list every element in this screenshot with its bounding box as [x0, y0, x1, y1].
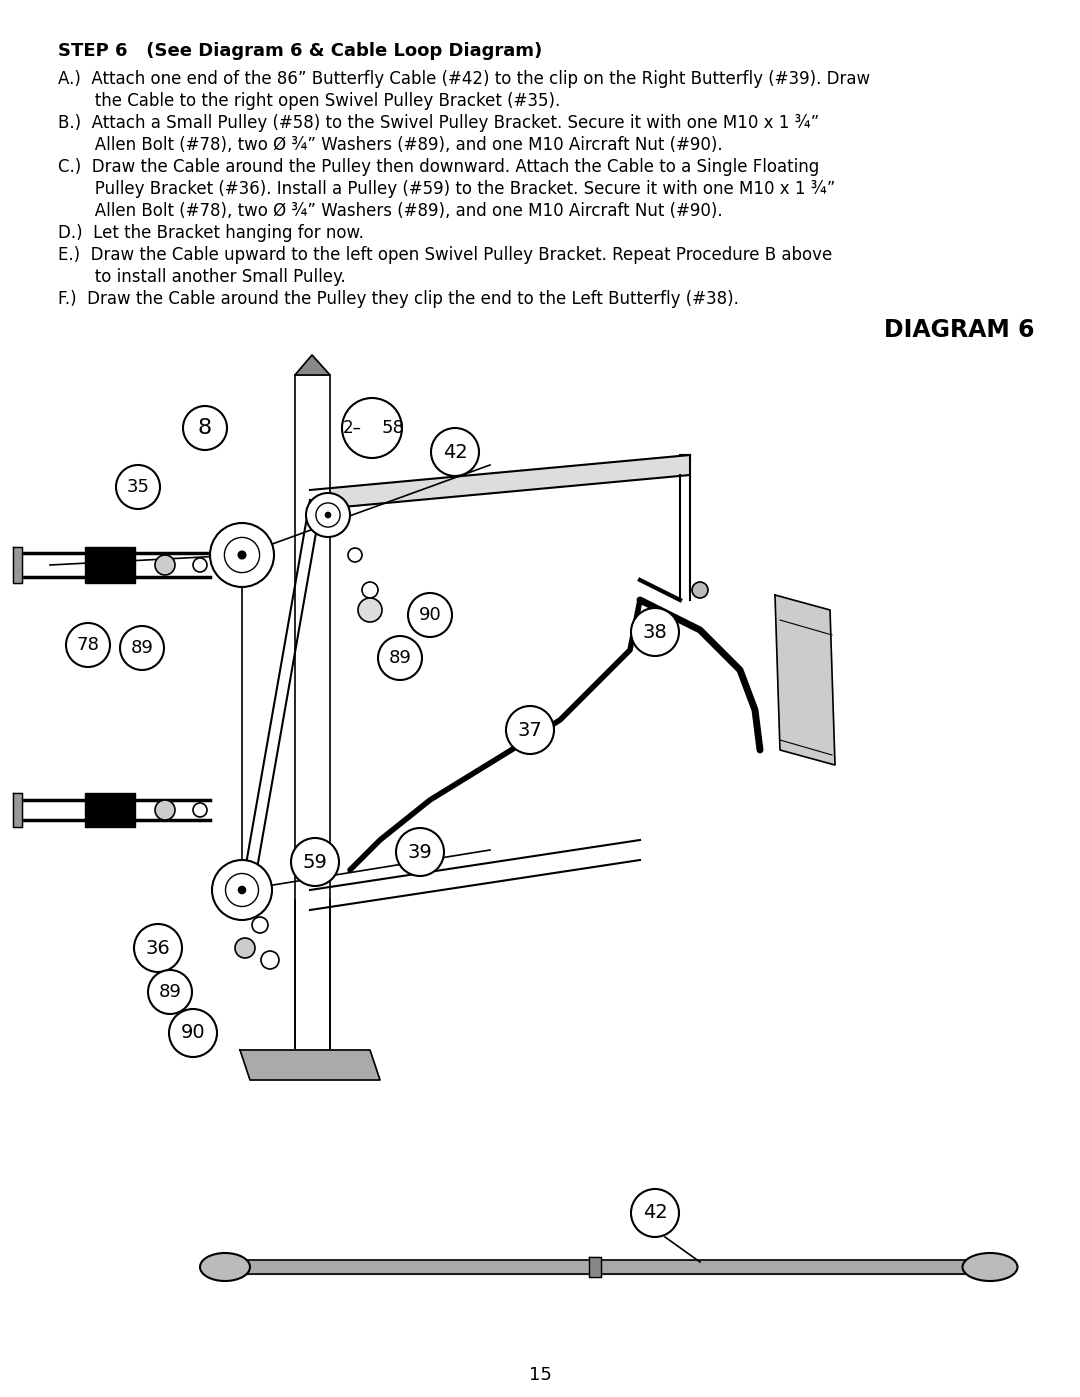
- Text: 15: 15: [528, 1366, 552, 1384]
- Text: the Cable to the right open Swivel Pulley Bracket (#35).: the Cable to the right open Swivel Pulle…: [58, 92, 561, 110]
- Circle shape: [183, 407, 227, 450]
- Text: 90: 90: [180, 1024, 205, 1042]
- Text: DIAGRAM 6: DIAGRAM 6: [885, 319, 1035, 342]
- Polygon shape: [775, 595, 835, 766]
- Circle shape: [168, 1009, 217, 1058]
- Text: STEP 6   (See Diagram 6 & Cable Loop Diagram): STEP 6 (See Diagram 6 & Cable Loop Diagr…: [58, 42, 542, 60]
- Circle shape: [193, 557, 207, 571]
- Circle shape: [408, 592, 453, 637]
- Circle shape: [210, 522, 274, 587]
- Text: to install another Small Pulley.: to install another Small Pulley.: [58, 268, 346, 286]
- Circle shape: [631, 608, 679, 657]
- Circle shape: [148, 970, 192, 1014]
- Circle shape: [306, 493, 350, 536]
- Polygon shape: [13, 548, 22, 583]
- Circle shape: [116, 465, 160, 509]
- Text: 42: 42: [643, 1203, 667, 1222]
- Circle shape: [193, 803, 207, 817]
- Text: 37: 37: [517, 721, 542, 739]
- Text: F.)  Draw the Cable around the Pulley they clip the end to the Left Butterfly (#: F.) Draw the Cable around the Pulley the…: [58, 291, 739, 307]
- Text: 90: 90: [419, 606, 442, 624]
- Circle shape: [507, 705, 554, 754]
- Polygon shape: [310, 455, 690, 510]
- Circle shape: [66, 623, 110, 666]
- Circle shape: [120, 626, 164, 671]
- Polygon shape: [85, 793, 135, 827]
- Bar: [295, 374, 330, 1051]
- Circle shape: [212, 861, 272, 921]
- Text: 89: 89: [389, 650, 411, 666]
- Text: 38: 38: [643, 623, 667, 641]
- Circle shape: [357, 598, 382, 622]
- Text: E.)  Draw the Cable upward to the left open Swivel Pulley Bracket. Repeat Proced: E.) Draw the Cable upward to the left op…: [58, 246, 833, 264]
- Text: 89: 89: [131, 638, 153, 657]
- Circle shape: [134, 923, 183, 972]
- Polygon shape: [240, 1051, 380, 1080]
- Text: Allen Bolt (#78), two Ø ¾” Washers (#89), and one M10 Aircraft Nut (#90).: Allen Bolt (#78), two Ø ¾” Washers (#89)…: [58, 203, 723, 219]
- Polygon shape: [295, 355, 330, 374]
- Text: 42: 42: [443, 443, 468, 461]
- Text: 59: 59: [302, 852, 327, 872]
- Text: 2–: 2–: [343, 419, 362, 437]
- Text: 89: 89: [159, 983, 181, 1002]
- Circle shape: [692, 583, 708, 598]
- Circle shape: [325, 513, 330, 518]
- Circle shape: [156, 800, 175, 820]
- Text: 35: 35: [126, 478, 149, 496]
- Text: D.)  Let the Bracket hanging for now.: D.) Let the Bracket hanging for now.: [58, 224, 364, 242]
- Text: C.)  Draw the Cable around the Pulley then downward. Attach the Cable to a Singl: C.) Draw the Cable around the Pulley the…: [58, 158, 820, 176]
- Circle shape: [226, 873, 258, 907]
- Circle shape: [239, 887, 245, 894]
- Text: 58: 58: [382, 419, 405, 437]
- Text: Pulley Bracket (#36). Install a Pulley (#59) to the Bracket. Secure it with one : Pulley Bracket (#36). Install a Pulley (…: [58, 180, 835, 198]
- Circle shape: [261, 951, 279, 970]
- Circle shape: [225, 538, 259, 573]
- Circle shape: [239, 552, 246, 559]
- Circle shape: [315, 503, 340, 527]
- Circle shape: [362, 583, 378, 598]
- Text: 78: 78: [77, 636, 99, 654]
- Circle shape: [378, 636, 422, 680]
- Text: A.)  Attach one end of the 86” Butterfly Cable (#42) to the clip on the Right Bu: A.) Attach one end of the 86” Butterfly …: [58, 70, 870, 88]
- Text: B.)  Attach a Small Pulley (#58) to the Swivel Pulley Bracket. Secure it with on: B.) Attach a Small Pulley (#58) to the S…: [58, 115, 820, 133]
- Circle shape: [396, 828, 444, 876]
- Text: 8: 8: [198, 418, 212, 439]
- Circle shape: [431, 427, 480, 476]
- Polygon shape: [85, 548, 135, 583]
- Polygon shape: [13, 793, 22, 827]
- Ellipse shape: [962, 1253, 1017, 1281]
- Circle shape: [291, 838, 339, 886]
- Text: 39: 39: [407, 842, 432, 862]
- Text: 36: 36: [146, 939, 171, 957]
- Circle shape: [631, 1189, 679, 1236]
- Circle shape: [252, 916, 268, 933]
- Circle shape: [348, 548, 362, 562]
- Circle shape: [156, 555, 175, 576]
- Ellipse shape: [200, 1253, 249, 1281]
- Circle shape: [342, 398, 402, 458]
- Polygon shape: [589, 1257, 600, 1277]
- Polygon shape: [220, 1260, 995, 1274]
- Circle shape: [235, 937, 255, 958]
- Text: Allen Bolt (#78), two Ø ¾” Washers (#89), and one M10 Aircraft Nut (#90).: Allen Bolt (#78), two Ø ¾” Washers (#89)…: [58, 136, 723, 154]
